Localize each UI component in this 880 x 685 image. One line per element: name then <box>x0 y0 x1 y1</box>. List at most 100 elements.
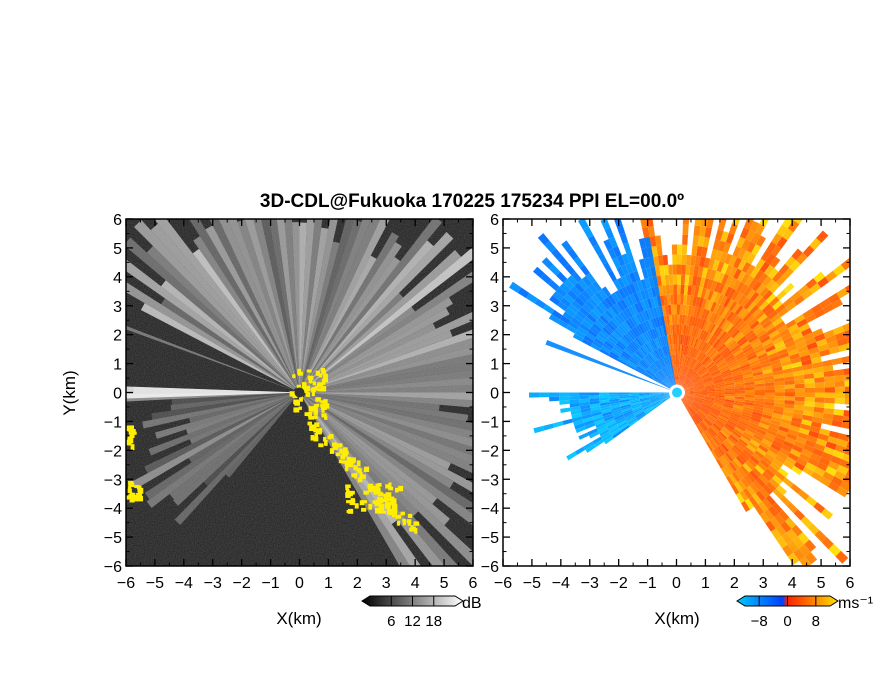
velocity-cell <box>798 349 810 358</box>
radar-site-marker <box>294 387 305 398</box>
velocity-cell <box>675 364 677 375</box>
velocity-cell <box>822 303 835 314</box>
clutter-cell <box>323 399 328 405</box>
velocity-cell <box>765 293 777 304</box>
velocity-cell <box>640 360 649 369</box>
velocity-cell <box>653 255 660 267</box>
velocity-cell <box>581 338 593 347</box>
echo-beam <box>303 293 404 389</box>
velocity-cell <box>715 304 724 315</box>
velocity-cell <box>763 509 775 521</box>
velocity-cell <box>724 395 735 399</box>
velocity-cell <box>604 436 614 445</box>
velocity-cell <box>668 274 674 285</box>
velocity-cell <box>700 372 710 379</box>
clutter-cell <box>359 500 365 506</box>
velocity-cell <box>706 310 713 322</box>
velocity-cell <box>796 457 808 467</box>
velocity-cell <box>579 264 591 276</box>
clutter-cell <box>341 453 347 458</box>
y-tick-label: −6 <box>104 559 122 576</box>
velocity-cell <box>827 292 840 304</box>
velocity-cell <box>723 424 734 433</box>
velocity-cell <box>641 268 649 280</box>
clutter-cell <box>388 482 392 488</box>
velocity-cell <box>807 457 820 467</box>
velocity-cell <box>698 226 707 237</box>
velocity-cell <box>624 412 634 418</box>
velocity-cell <box>674 314 677 325</box>
velocity-cell <box>742 312 753 323</box>
velocity-cell <box>687 406 695 416</box>
echo-beam <box>300 227 329 387</box>
velocity-cell <box>720 368 731 375</box>
velocity-cell <box>731 315 740 326</box>
velocity-cell <box>744 429 755 437</box>
clutter-cell <box>321 370 327 374</box>
clutter-cell <box>384 502 391 507</box>
velocity-cell <box>757 461 768 472</box>
velocity-cell <box>702 356 711 366</box>
echo-beam <box>305 394 473 465</box>
velocity-cell <box>772 458 784 468</box>
velocity-cell <box>734 380 745 385</box>
clutter-cell <box>356 467 361 471</box>
clutter-cell <box>305 392 311 397</box>
echo-beam <box>155 394 294 439</box>
velocity-cell <box>755 223 766 236</box>
velocity-cell <box>642 227 650 238</box>
velocity-cell <box>722 374 733 380</box>
velocity-cell <box>693 399 703 405</box>
reflectivity-y-axis-label: Y(km) <box>60 370 79 415</box>
velocity-cell <box>797 432 809 440</box>
velocity-cell <box>671 354 675 365</box>
velocity-cell <box>661 383 671 389</box>
velocity-cell <box>796 252 808 265</box>
velocity-cell <box>749 439 761 448</box>
velocity-cell <box>745 229 756 242</box>
velocity-cell <box>637 364 647 372</box>
echo-beam <box>189 393 294 423</box>
clutter-cell <box>315 370 321 376</box>
velocity-cell <box>631 355 641 363</box>
echo-beam <box>253 219 299 387</box>
velocity-cell <box>813 271 826 283</box>
velocity-cell <box>677 364 678 375</box>
echo-beam <box>244 219 298 387</box>
velocity-cell <box>647 368 656 376</box>
velocity-cell <box>727 419 738 427</box>
velocity-cell <box>748 441 759 451</box>
velocity-cell <box>756 349 767 357</box>
velocity-cell <box>604 417 615 425</box>
velocity-cell <box>684 387 695 391</box>
velocity-cell <box>683 284 689 296</box>
velocity-cell <box>703 257 711 269</box>
velocity-cell <box>823 370 835 378</box>
velocity-cell <box>662 380 671 388</box>
velocity-cell <box>711 438 719 448</box>
velocity-cell <box>639 398 650 402</box>
velocity-cell <box>682 380 691 388</box>
velocity-cell <box>684 395 694 400</box>
velocity-cell <box>806 341 818 350</box>
velocity-cell <box>706 279 714 290</box>
velocity-cell <box>677 254 682 265</box>
velocity-cell <box>875 325 880 335</box>
echo-beam <box>302 219 390 388</box>
velocity-cell <box>668 334 672 345</box>
velocity-cell <box>741 250 752 262</box>
velocity-cell <box>604 297 614 308</box>
velocity-cell <box>697 196 705 207</box>
velocity-cell <box>691 359 698 369</box>
velocity-cell <box>785 319 797 329</box>
velocity-cell <box>701 433 708 443</box>
velocity-cell <box>827 436 839 445</box>
velocity-cell <box>602 411 613 417</box>
velocity-cell <box>570 409 582 415</box>
velocity-cell <box>711 313 719 324</box>
velocity-cell <box>718 317 727 328</box>
velocity-cell <box>703 401 714 406</box>
velocity-cell <box>693 414 701 424</box>
velocity-cell <box>863 365 874 373</box>
